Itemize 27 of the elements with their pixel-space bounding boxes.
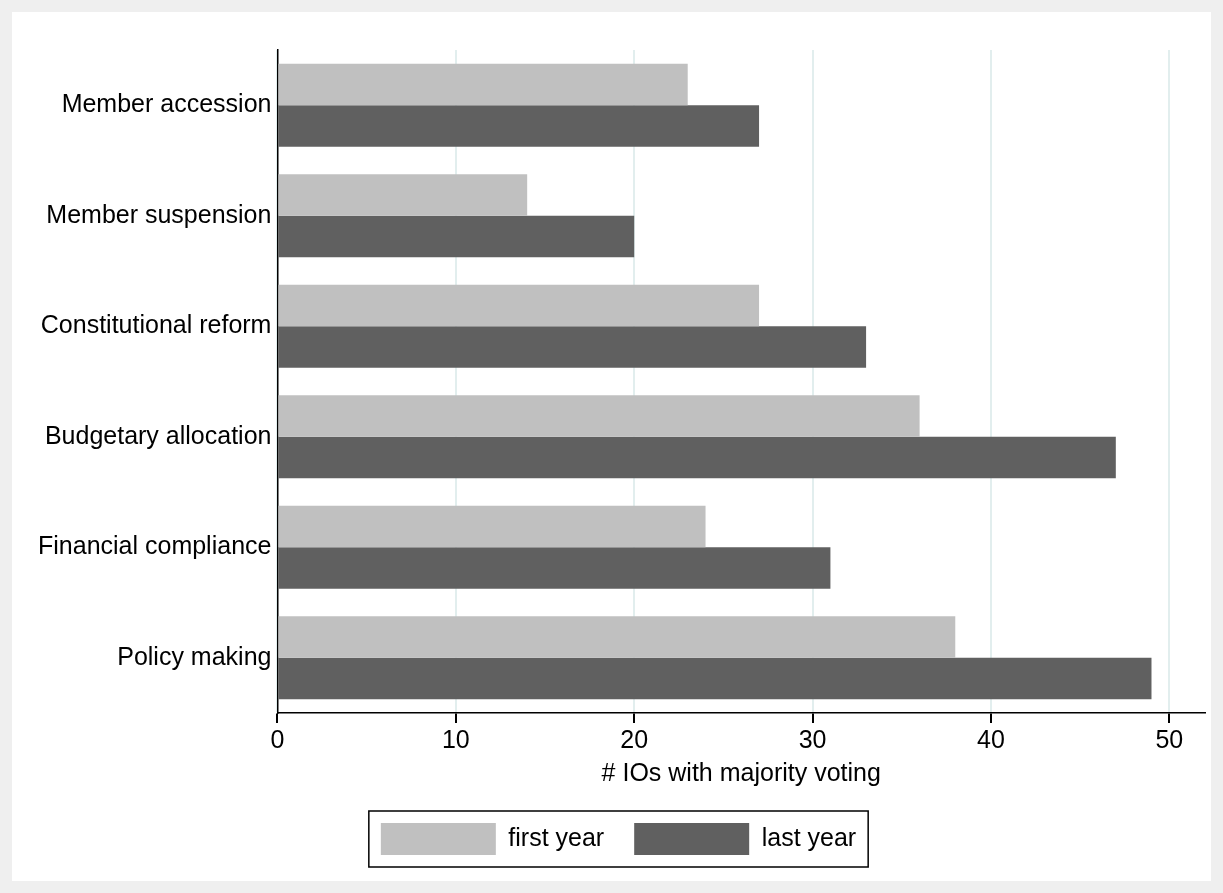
y-tick-label: Financial compliance: [37, 531, 272, 560]
x-axis-title: # IOs with majority voting: [601, 757, 881, 786]
bar: [278, 63, 688, 106]
y-tick-label: Policy making: [117, 641, 272, 670]
x-tick-label: 10: [441, 724, 470, 753]
y-tick-label: Budgetary allocation: [44, 420, 272, 449]
y-tick-label: Member accession: [61, 89, 272, 118]
y-tick-label: Member suspension: [46, 199, 272, 228]
legend-label: last year: [761, 822, 857, 851]
bar: [278, 547, 831, 589]
x-tick-label: 50: [1155, 724, 1184, 753]
bar: [278, 657, 1152, 700]
bar: [278, 284, 760, 327]
bar: [278, 105, 760, 147]
x-tick-label: 40: [977, 724, 1005, 753]
legend-label: first year: [508, 822, 605, 851]
bar: [278, 174, 528, 216]
bar: [278, 436, 1116, 479]
x-tick-label: 0: [270, 724, 285, 753]
x-tick-label: 20: [620, 724, 649, 753]
bar: [278, 395, 920, 437]
bar: [278, 215, 635, 258]
x-tick-label: 30: [798, 724, 827, 753]
bar: [278, 616, 956, 658]
y-tick-label: Constitutional reform: [40, 310, 272, 339]
bar: [278, 505, 706, 548]
bar: [278, 326, 867, 368]
